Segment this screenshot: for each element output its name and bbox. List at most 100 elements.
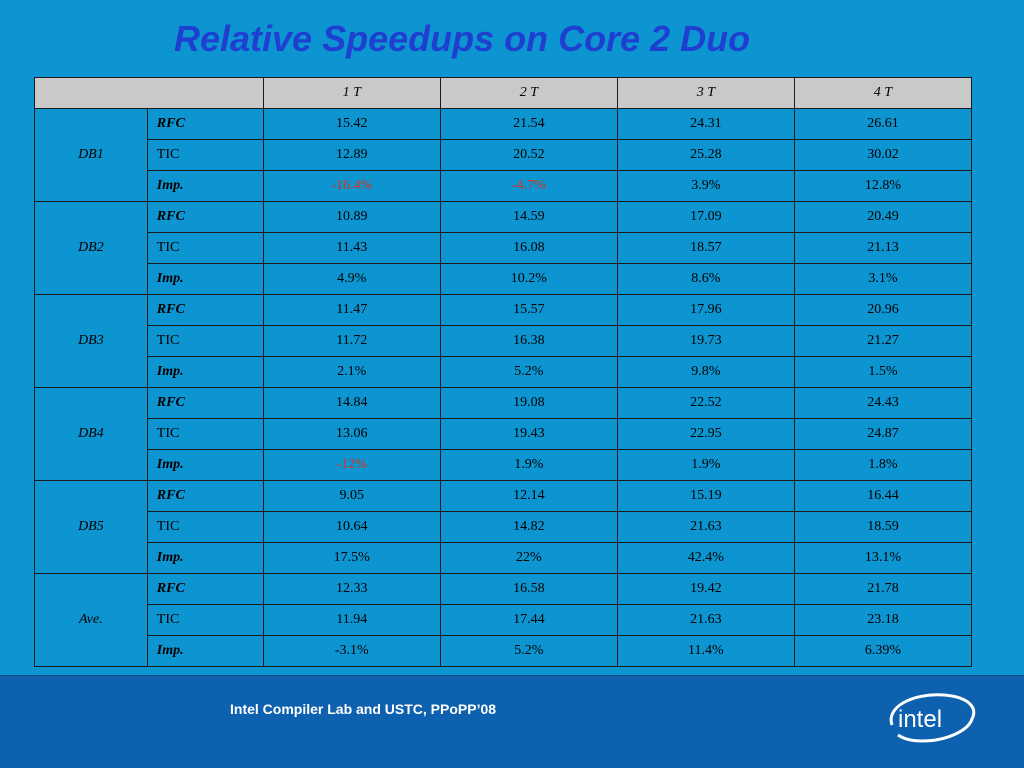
- value-cell: 15.57: [439, 294, 618, 326]
- value-cell: 21.27: [793, 325, 973, 357]
- value-cell: 13.06: [262, 418, 441, 450]
- value-cell: 21.54: [439, 108, 618, 140]
- value-cell: 19.08: [439, 387, 618, 419]
- footer-band: [0, 675, 1024, 768]
- value-cell: 3.9%: [616, 170, 795, 202]
- value-cell: 8.6%: [616, 263, 795, 295]
- metric-label: TIC: [146, 139, 264, 171]
- metric-label: TIC: [146, 232, 264, 264]
- value-cell: 17.09: [616, 201, 795, 233]
- table-row: Imp. 2.1% 5.2% 9.8% 1.5%: [35, 356, 973, 388]
- value-cell: 30.02: [793, 139, 973, 171]
- metric-label: TIC: [146, 511, 264, 543]
- metric-label: RFC: [146, 573, 264, 605]
- value-cell: 19.42: [616, 573, 795, 605]
- table-row: DB1 RFC 15.42 21.54 24.31 26.61: [34, 108, 973, 202]
- table-row: DB4 RFC 14.84 19.08 22.52 24.43: [34, 387, 973, 481]
- group-label: DB3: [34, 294, 148, 388]
- group-label: DB2: [34, 201, 148, 295]
- value-cell: 11.94: [262, 604, 441, 636]
- value-cell: 21.78: [793, 573, 973, 605]
- metric-label: Imp.: [146, 263, 264, 295]
- value-cell: 22.52: [616, 387, 795, 419]
- value-cell: 2.1%: [262, 356, 441, 388]
- value-cell: 17.96: [616, 294, 795, 326]
- value-cell: 11.43: [262, 232, 441, 264]
- header-cell-3t: 3 T: [616, 77, 795, 109]
- table-row: Imp. -12% 1.9% 1.9% 1.8%: [35, 449, 973, 481]
- table-row: TIC 13.06 19.43 22.95 24.87: [35, 418, 973, 450]
- metric-label: Imp.: [146, 635, 264, 667]
- header-cell-4t: 4 T: [793, 77, 973, 109]
- value-cell: -4.7%: [439, 170, 618, 202]
- value-cell: 25.28: [616, 139, 795, 171]
- group-label: DB4: [34, 387, 148, 481]
- table-row: TIC 10.64 14.82 21.63 18.59: [35, 511, 973, 543]
- value-cell: 26.61: [793, 108, 973, 140]
- value-cell: -3.1%: [262, 635, 441, 667]
- value-cell: 14.82: [439, 511, 618, 543]
- value-cell: 11.47: [262, 294, 441, 326]
- value-cell: 15.42: [262, 108, 441, 140]
- value-cell: 12.33: [262, 573, 441, 605]
- value-cell: 10.89: [262, 201, 441, 233]
- value-cell: 18.59: [793, 511, 973, 543]
- footer-divider: [0, 675, 1024, 676]
- speedup-table: 1 T 2 T 3 T 4 T DB1 RFC 15.42 21.54 24.31 26.…: [34, 77, 973, 667]
- table-row: DB2 RFC 10.89 14.59 17.09 20.49: [34, 201, 973, 295]
- value-cell: 4.9%: [262, 263, 441, 295]
- value-cell: 1.5%: [793, 356, 973, 388]
- slide-title: Relative Speedups on Core 2 Duo: [174, 18, 751, 59]
- table-header-row: 1 T 2 T 3 T 4 T: [34, 77, 973, 109]
- value-cell: 16.38: [439, 325, 618, 357]
- value-cell: 42.4%: [616, 542, 795, 574]
- value-cell: 5.2%: [439, 356, 618, 388]
- value-cell: 10.2%: [439, 263, 618, 295]
- value-cell: 22.95: [616, 418, 795, 450]
- value-cell: 1.9%: [439, 449, 618, 481]
- value-cell: 12.14: [439, 480, 618, 512]
- metric-label: TIC: [146, 325, 264, 357]
- intel-logo-text: intel: [898, 706, 942, 733]
- value-cell: 12.8%: [793, 170, 973, 202]
- value-cell: 16.44: [793, 480, 973, 512]
- value-cell: 24.43: [793, 387, 973, 419]
- value-cell: 14.59: [439, 201, 618, 233]
- value-cell: 11.72: [262, 325, 441, 357]
- value-cell: 12.89: [262, 139, 441, 171]
- table-row: DB5 RFC 9.05 12.14 15.19 16.44: [34, 480, 973, 574]
- value-cell: 24.31: [616, 108, 795, 140]
- value-cell: 9.8%: [616, 356, 795, 388]
- group-label: DB1: [34, 108, 148, 202]
- value-cell: 20.96: [793, 294, 973, 326]
- table-row: TIC 11.43 16.08 18.57 21.13: [35, 232, 973, 264]
- value-cell: 21.13: [793, 232, 973, 264]
- value-cell: 21.63: [616, 604, 795, 636]
- value-cell: 10.64: [262, 511, 441, 543]
- value-cell: 16.08: [439, 232, 618, 264]
- value-cell: -16.4%: [262, 170, 441, 202]
- metric-label: RFC: [146, 480, 264, 512]
- table-row: TIC 11.94 17.44 21.63 23.18: [35, 604, 973, 636]
- value-cell: 20.52: [439, 139, 618, 171]
- value-cell: 22%: [439, 542, 618, 574]
- value-cell: 1.9%: [616, 449, 795, 481]
- metric-label: Imp.: [146, 542, 264, 574]
- value-cell: 14.84: [262, 387, 441, 419]
- table-row: Imp. -16.4% -4.7% 3.9% 12.8%: [35, 170, 973, 202]
- value-cell: 23.18: [793, 604, 973, 636]
- metric-label: TIC: [146, 604, 264, 636]
- value-cell: 6.39%: [793, 635, 973, 667]
- table-row: Imp. -3.1% 5.2% 11.4% 6.39%: [35, 635, 973, 667]
- value-cell: 15.19: [616, 480, 795, 512]
- table-row: DB3 RFC 11.47 15.57 17.96 20.96: [34, 294, 973, 388]
- value-cell: 13.1%: [793, 542, 973, 574]
- value-cell: 3.1%: [793, 263, 973, 295]
- metric-label: RFC: [146, 387, 264, 419]
- value-cell: 19.73: [616, 325, 795, 357]
- value-cell: 18.57: [616, 232, 795, 264]
- value-cell: 16.58: [439, 573, 618, 605]
- value-cell: 24.87: [793, 418, 973, 450]
- value-cell: 19.43: [439, 418, 618, 450]
- table-row: Imp. 4.9% 10.2% 8.6% 3.1%: [35, 263, 973, 295]
